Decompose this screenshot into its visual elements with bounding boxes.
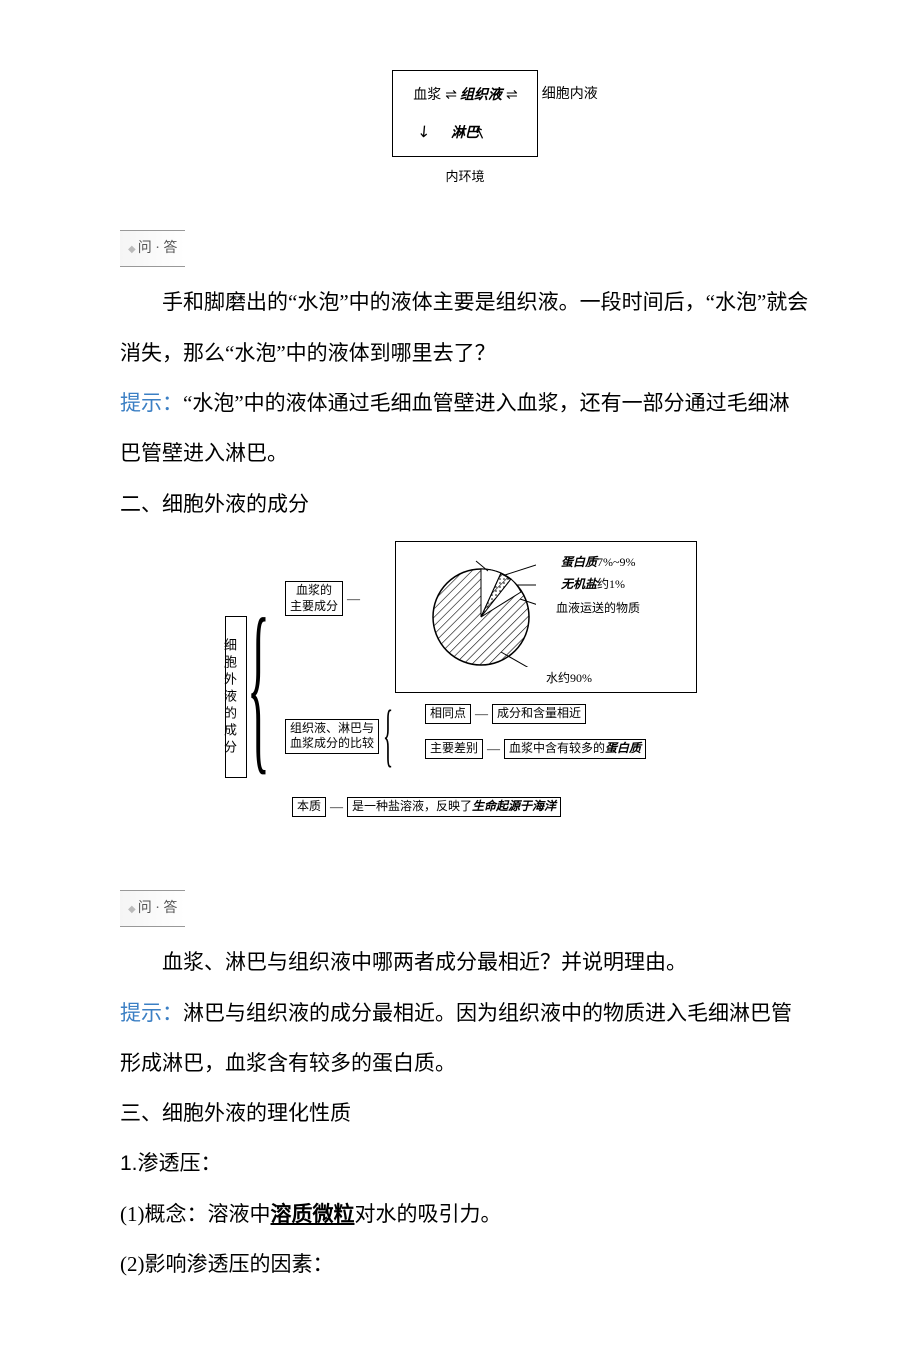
- d2-vertical-label: 细胞外液的成分: [225, 616, 247, 778]
- answer-1-text: “水泡”中的液体通过毛细血管壁进入血浆，还有一部分通过毛细淋巴管壁进入淋巴。: [120, 391, 790, 465]
- dash-icon: —: [487, 733, 500, 764]
- diagram-ecf-components: 细胞外液的成分 { 血浆的 主要成分 —: [120, 541, 810, 859]
- d2-diff-box: 血浆中含有较多的蛋白质: [504, 739, 646, 759]
- d1-tissue: 组织液: [460, 79, 502, 113]
- question-1: 手和脚磨出的“水泡”中的液体主要是组织液。一段时间后，“水泡”就会消失，那么“水…: [120, 277, 810, 378]
- pie-chart-icon: [426, 557, 536, 667]
- pie-protein: 蛋白质: [561, 555, 597, 569]
- pie-salt-pct: 约1%: [597, 577, 625, 591]
- brace-sm-icon: {: [383, 701, 393, 771]
- pie-transport: 血液运送的物质: [556, 594, 640, 623]
- answer-2: 提示：淋巴与组织液的成分最相近。因为组织液中的物质进入毛细淋巴管形成淋巴，血浆含…: [120, 988, 810, 1089]
- arrow-lr-icon: ⇌: [445, 79, 456, 113]
- dash-icon: —: [330, 791, 343, 822]
- d1-cell-fluid: 细胞内液: [542, 78, 598, 112]
- arrow-lr-icon: ⇌: [506, 79, 517, 113]
- answer-1: 提示：“水泡”中的液体通过毛细血管壁进入血浆，还有一部分通过毛细淋巴管壁进入淋巴…: [120, 378, 810, 479]
- brace-icon: {: [247, 591, 270, 781]
- item-1-title: 1.渗透压：: [120, 1139, 810, 1189]
- diagram-internal-env: 血浆 ⇌ 组织液 ⇌ ↖ 淋巴 ↙ 细胞内液 内环境: [120, 70, 810, 200]
- item-1-2: (2)影响渗透压的因素：: [120, 1239, 810, 1289]
- d2-similar-box: 成分和含量相近: [492, 704, 586, 724]
- hint-label: 提示：: [120, 391, 183, 415]
- section-2-title: 二、细胞外液的成分: [120, 479, 810, 529]
- d2-similar-label: 相同点: [425, 704, 471, 724]
- d2-pie-box: 蛋白质7%~9% 无机盐约1% 血液运送的物质 水约90%: [395, 541, 697, 693]
- arrow-down-icon: ↙: [408, 113, 443, 151]
- qa-badge: 问 · 答: [120, 230, 185, 268]
- d2-plasma-box: 血浆的 主要成分: [285, 581, 343, 616]
- hint-label: 提示：: [120, 1001, 183, 1025]
- d1-caption: 内环境: [392, 161, 537, 192]
- pie-protein-pct: 7%~9%: [597, 555, 635, 569]
- question-2: 血浆、淋巴与组织液中哪两者成分最相近？并说明理由。: [120, 937, 810, 987]
- d2-essence-box: 是一种盐溶液，反映了生命起源于海洋: [347, 797, 561, 817]
- qa-badge: 问 · 答: [120, 890, 185, 928]
- dash-icon: —: [347, 583, 360, 614]
- item-1-1-key: 溶质微粒: [271, 1202, 355, 1226]
- d1-plasma: 血浆: [413, 79, 441, 113]
- d2-essence-label: 本质: [292, 797, 326, 817]
- pie-salt: 无机盐: [561, 577, 597, 591]
- section-3-title: 三、细胞外液的理化性质: [120, 1088, 810, 1138]
- d2-compare-box: 组织液、淋巴与 血浆成分的比较: [285, 719, 379, 754]
- item-1-1: (1)概念：溶液中溶质微粒对水的吸引力。: [120, 1189, 810, 1239]
- pie-water: 水约90%: [546, 664, 592, 693]
- answer-2-text: 淋巴与组织液的成分最相近。因为组织液中的物质进入毛细淋巴管形成淋巴，血浆含有较多…: [120, 1001, 792, 1075]
- d2-diff-label: 主要差别: [425, 739, 483, 759]
- dash-icon: —: [475, 698, 488, 729]
